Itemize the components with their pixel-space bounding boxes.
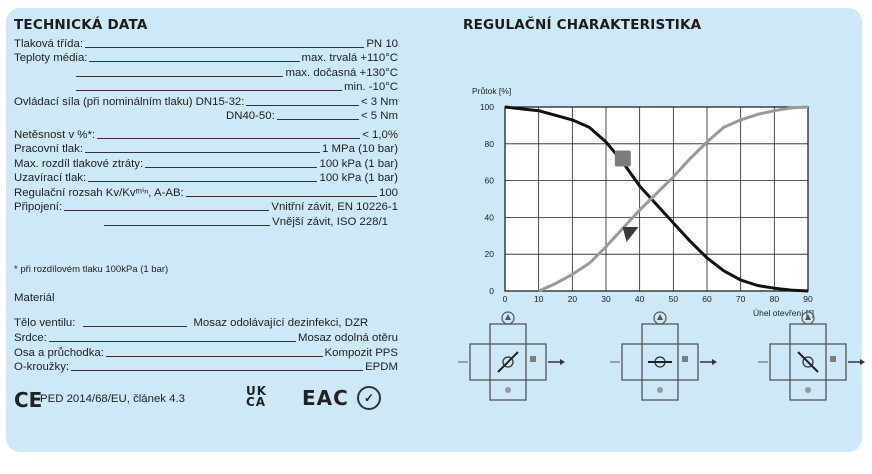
x-tick-label: 30 (601, 294, 611, 304)
y-tick-label: 60 (485, 176, 495, 186)
series-line-2 (538, 105, 809, 293)
technical-data-title: TECHNICKÁ DATA (14, 17, 148, 33)
ce-mark: CE (14, 388, 43, 412)
plot-area (504, 106, 809, 292)
x-tick-label: 90 (803, 294, 813, 304)
spec-row-temp-temporary: max. dočasná +130°C (14, 66, 398, 80)
x-tick-label: 0 (503, 294, 508, 304)
square-marker (614, 150, 631, 167)
material-row-body: Tělo ventilu: Mosaz odolávající dezinfekc… (14, 317, 369, 329)
chart-labels: 0 10 20 30 40 50 60 70 80 90 0 20 40 60 80 100 (480, 102, 813, 304)
x-axis-label: Úhel otevření [°] (753, 308, 814, 318)
chart-series (504, 105, 809, 293)
ped-text: PED 2014/68/EU, článek 4.3 (40, 393, 186, 405)
y-tick-label: 100 (480, 102, 494, 112)
regulation-title: REGULAČNÍ CHARAKTERISTIKA (463, 17, 702, 33)
spec-row-kv-range: Regulační rozsah Kv/Kvᵐⁱⁿ, A-AB: 100 (14, 187, 398, 199)
valve-diagram-1 (458, 311, 565, 401)
footnote: * při rozdílovém tlaku 100kPa (1 bar) (14, 264, 169, 275)
spec-row-shutoff-pressure: Uzavírací tlak: 100 kPa (1 bar) (14, 172, 398, 184)
x-tick-label: 70 (736, 294, 746, 304)
spec-row-torque-small: Ovládací síla (při nominálním tlaku) DN1… (14, 96, 398, 108)
y-tick-label: 80 (485, 139, 495, 149)
chart-grid (504, 106, 809, 292)
spec-row-connection-internal: Připojení: Vnitřní závit, EN 10226-1 (14, 201, 398, 213)
x-tick-label: 20 (568, 294, 578, 304)
material-row-core: Srdce: Mosaz odolná otěru (14, 332, 398, 344)
spec-row-temp-max: Teploty média: max. trvalá +110°C (14, 52, 398, 64)
ukca-mark: UK CA (246, 384, 268, 409)
spec-row-temp-min: min. -10°C (14, 80, 398, 94)
spec-row-connection-external: Vnější závit, ISO 228/1 (14, 215, 398, 229)
x-tick-label: 60 (702, 294, 712, 304)
chart-markers (614, 150, 639, 242)
valve-diagram-2 (610, 311, 717, 401)
x-tick-label: 40 (635, 294, 645, 304)
spec-row-working-pressure: Pracovní tlak: 1 MPa (10 bar) (14, 143, 398, 155)
eac-mark: EAC (302, 386, 349, 410)
valve-mark-icon: ✓ (357, 386, 381, 410)
x-tick-label: 80 (770, 294, 780, 304)
material-row-shaft: Osa a průchodka: Kompozit PPS (14, 347, 398, 359)
triangle-marker (622, 226, 639, 242)
y-tick-label: 0 (489, 286, 494, 296)
y-tick-label: 40 (485, 212, 495, 222)
spec-row-torque-large: DN40-50: < 5 Nm (226, 110, 398, 122)
spec-row-max-diff-pressure: Max. rozdíl tlakové ztráty: 100 kPa (1 ba… (14, 158, 398, 170)
material-title: Materiál (14, 292, 55, 304)
spec-row-pressure-class: Tlaková třída: PN 10 (14, 38, 398, 50)
y-tick-label: 20 (485, 249, 495, 259)
y-axis-label: Průtok [%] (472, 86, 511, 96)
spec-row-leakage: Netěsnost v %*: < 1,0% (14, 129, 398, 141)
series-line-1 (504, 105, 809, 293)
x-tick-label: 50 (669, 294, 679, 304)
valve-diagram-3 (758, 311, 865, 401)
x-tick-label: 10 (534, 294, 544, 304)
material-row-orings: O-kroužky: EPDM (14, 361, 398, 373)
